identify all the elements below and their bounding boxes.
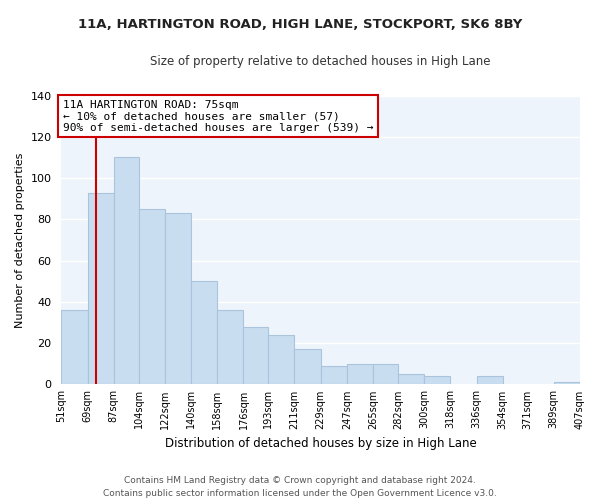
Bar — [61, 310, 88, 384]
Text: Contains HM Land Registry data © Crown copyright and database right 2024.
Contai: Contains HM Land Registry data © Crown c… — [103, 476, 497, 498]
Bar — [476, 376, 503, 384]
Y-axis label: Number of detached properties: Number of detached properties — [15, 152, 25, 328]
Bar — [295, 350, 321, 384]
Text: 11A, HARTINGTON ROAD, HIGH LANE, STOCKPORT, SK6 8BY: 11A, HARTINGTON ROAD, HIGH LANE, STOCKPO… — [78, 18, 522, 30]
Bar — [321, 366, 347, 384]
Bar — [114, 158, 139, 384]
Bar — [373, 364, 398, 384]
Bar — [554, 382, 580, 384]
Bar — [139, 209, 165, 384]
Bar — [244, 326, 268, 384]
Bar — [398, 374, 424, 384]
Title: Size of property relative to detached houses in High Lane: Size of property relative to detached ho… — [151, 55, 491, 68]
Bar — [88, 192, 114, 384]
Bar — [347, 364, 373, 384]
Bar — [268, 335, 295, 384]
Bar — [217, 310, 244, 384]
Bar — [424, 376, 451, 384]
Bar — [165, 213, 191, 384]
X-axis label: Distribution of detached houses by size in High Lane: Distribution of detached houses by size … — [165, 437, 476, 450]
Bar — [191, 282, 217, 385]
Text: 11A HARTINGTON ROAD: 75sqm
← 10% of detached houses are smaller (57)
90% of semi: 11A HARTINGTON ROAD: 75sqm ← 10% of deta… — [63, 100, 373, 133]
